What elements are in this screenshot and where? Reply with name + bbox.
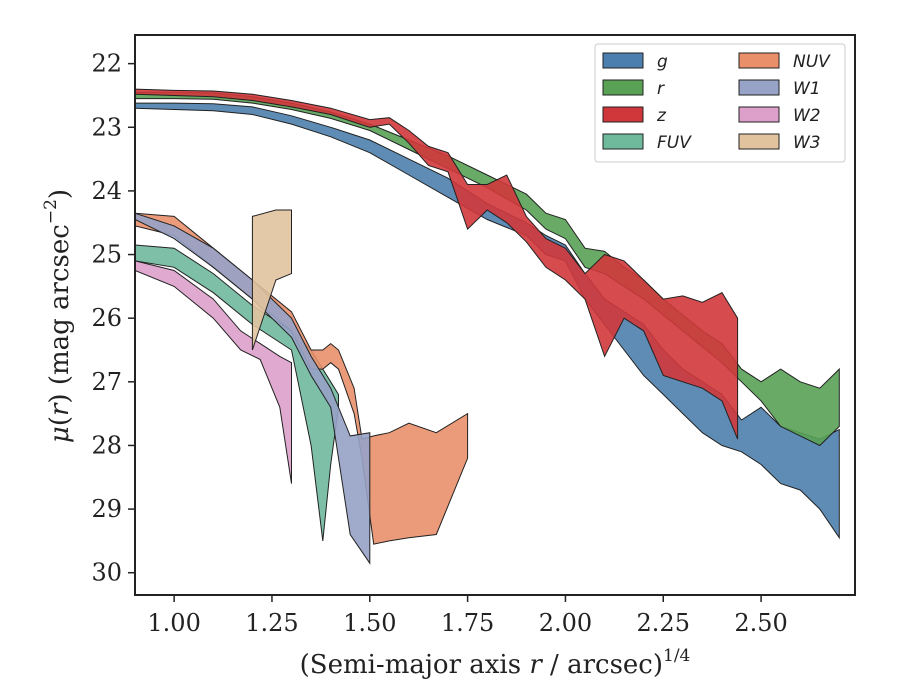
y-tick-label: 22	[91, 50, 122, 78]
x-tick-label: 1.75	[441, 609, 494, 637]
y-tick-label: 27	[91, 368, 122, 396]
band-z	[135, 88, 739, 440]
legend-label-g: g	[657, 52, 668, 72]
plot-frame	[134, 34, 856, 596]
legend-label-w1: W1	[793, 79, 821, 99]
x-tick-label: 1.50	[343, 609, 396, 637]
legend-swatch-r	[602, 79, 644, 96]
y-tick-label: 26	[91, 304, 122, 332]
x-axis-label: (Semi-major axis r / arcsec)1/4	[300, 646, 691, 680]
legend-swatch-g	[602, 52, 644, 69]
plot-area	[135, 88, 840, 565]
legend-label-nuv: NUV	[793, 52, 831, 72]
y-tick-label: 24	[91, 177, 122, 205]
legend-label-w3: W3	[793, 133, 821, 153]
legend-swatch-fuv	[602, 133, 644, 150]
legend-swatch-w3	[738, 133, 780, 150]
y-tick-label: 23	[91, 113, 122, 141]
x-tick-label: 1.25	[245, 609, 298, 637]
legend-label-fuv: FUV	[657, 133, 692, 153]
y-tick-label: 25	[91, 241, 122, 269]
band-w3	[251, 209, 292, 351]
y-axis-label: μ(r) (mag arcsec−2)	[41, 189, 75, 443]
y-tick-label: 30	[91, 559, 122, 587]
legend-swatch-nuv	[738, 52, 780, 69]
x-tick-label: 2.50	[734, 609, 787, 637]
legend-swatch-w2	[738, 106, 780, 123]
legend-label-z: z	[656, 106, 667, 126]
legend-label-r: r	[657, 79, 665, 99]
legend-swatch-z	[602, 106, 644, 123]
y-tick-label: 28	[91, 431, 122, 459]
band-fuv	[135, 244, 339, 541]
x-tick-label: 2.25	[637, 609, 690, 637]
legend-label-w2: W2	[793, 106, 821, 126]
band-w2	[135, 260, 292, 484]
y-tick-label: 29	[91, 495, 122, 523]
axes: 1.00 1.25 1.50 1.75 2.00 2.25 2.50 22 23 24 25 26 27…	[91, 34, 856, 637]
legend: grz FUV NUV W1 W2 W3	[594, 43, 846, 163]
x-tick-label: 1.00	[147, 609, 200, 637]
legend-swatch-w1	[738, 79, 780, 96]
legend-box	[594, 43, 846, 163]
x-tick-label: 2.00	[539, 609, 592, 637]
